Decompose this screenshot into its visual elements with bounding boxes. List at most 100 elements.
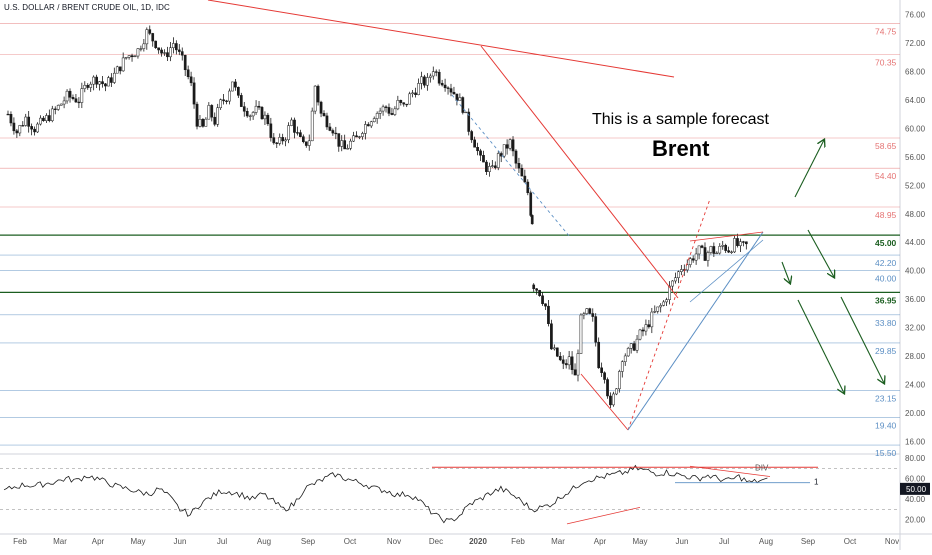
forecast-annotation: This is a sample forecast <box>592 111 769 128</box>
candle-body <box>668 285 671 300</box>
candle-body <box>39 117 42 125</box>
candle-body <box>381 106 385 112</box>
rsi-tick-label: 60.00 <box>905 475 926 484</box>
candle-body <box>319 101 323 114</box>
candle-body <box>647 324 651 328</box>
candle-body <box>21 125 25 127</box>
candle-body <box>127 55 131 58</box>
candle-body <box>434 71 438 73</box>
price-level-label: 74.75 <box>875 26 897 36</box>
candle-body <box>550 323 553 350</box>
price-level-label: 45.00 <box>875 238 897 248</box>
candle-body <box>594 316 598 343</box>
candle-body <box>420 76 423 84</box>
candle-body <box>284 139 287 142</box>
candle-body <box>216 107 220 125</box>
price-level-label: 58.65 <box>875 141 897 151</box>
candle-body <box>715 252 719 255</box>
candle-body <box>677 271 680 279</box>
candles <box>6 25 748 409</box>
candle-body <box>523 175 527 183</box>
rsi-current-label: 50.00 <box>906 485 927 494</box>
candle-body <box>231 81 234 92</box>
y-tick-label: 20.00 <box>905 409 926 418</box>
x-tick-label: Dec <box>429 537 443 546</box>
candle-body <box>349 140 352 149</box>
y-tick-label: 32.00 <box>905 324 926 333</box>
candle-body <box>112 72 116 83</box>
price-level-label: 48.95 <box>875 210 897 220</box>
candle-body <box>588 308 592 314</box>
candle-body <box>299 132 302 137</box>
x-tick-label: Feb <box>13 537 27 546</box>
candle-body <box>160 49 163 54</box>
candle-body <box>172 43 175 49</box>
candle-body <box>358 136 361 138</box>
candle-body <box>476 147 479 152</box>
candle-body <box>553 347 556 350</box>
candle-body <box>653 311 657 313</box>
candle-body <box>530 215 534 225</box>
candle-body <box>177 49 181 52</box>
candle-body <box>615 388 618 395</box>
candle-body <box>157 47 160 51</box>
candle-body <box>115 66 119 74</box>
candle-body <box>45 115 48 121</box>
forecast-arrow <box>781 261 790 283</box>
candle-body <box>671 280 674 287</box>
candle-body <box>307 140 311 146</box>
y-tick-label: 44.00 <box>905 238 926 247</box>
x-tick-label: Nov <box>387 537 401 546</box>
candle-body <box>561 359 565 364</box>
candle-body <box>18 125 22 134</box>
candle-body <box>310 110 314 142</box>
candle-body <box>204 118 208 127</box>
forecast-arrow <box>797 299 844 393</box>
candle-body <box>62 100 66 105</box>
candle-body <box>496 153 500 168</box>
candle-body <box>644 324 648 332</box>
candle-body <box>71 97 75 99</box>
candle-body <box>110 77 113 83</box>
candle-body <box>582 313 586 316</box>
forecast-arrow <box>807 229 834 277</box>
rsi-line <box>3 464 768 524</box>
x-tick-label: 2020 <box>469 537 487 546</box>
candle-body <box>166 52 169 58</box>
candle-body <box>56 105 60 110</box>
candle-body <box>254 105 258 113</box>
candle-body <box>33 128 36 133</box>
candle-body <box>213 116 217 125</box>
candle-body <box>74 98 78 103</box>
candle-body <box>186 69 190 78</box>
candle-body <box>293 119 296 133</box>
x-tick-label: Feb <box>511 537 525 546</box>
candle-body <box>544 303 547 307</box>
candle-body <box>558 356 562 361</box>
y-tick-label: 56.00 <box>905 153 926 162</box>
candle-body <box>461 97 465 113</box>
candle-body <box>573 369 577 376</box>
candle-body <box>334 132 338 135</box>
candle-body <box>42 117 45 121</box>
candle-body <box>697 245 701 255</box>
candle-body <box>142 43 146 49</box>
forecast-arrow <box>794 140 824 198</box>
candle-body <box>680 269 683 272</box>
candle-body <box>529 192 533 216</box>
candle-body <box>623 355 627 362</box>
candle-body <box>446 87 450 89</box>
candle-body <box>585 308 589 314</box>
x-tick-label: Apr <box>92 537 105 546</box>
candle-body <box>727 250 730 253</box>
x-tick-label: May <box>130 537 145 546</box>
candle-body <box>736 238 739 246</box>
candle-body <box>83 84 87 89</box>
candle-body <box>514 150 518 164</box>
candle-body <box>77 101 81 104</box>
candle-body <box>431 71 435 77</box>
candle-body <box>414 92 417 96</box>
candle-body <box>532 284 536 289</box>
candle-body <box>53 108 57 110</box>
candle-body <box>337 133 341 147</box>
